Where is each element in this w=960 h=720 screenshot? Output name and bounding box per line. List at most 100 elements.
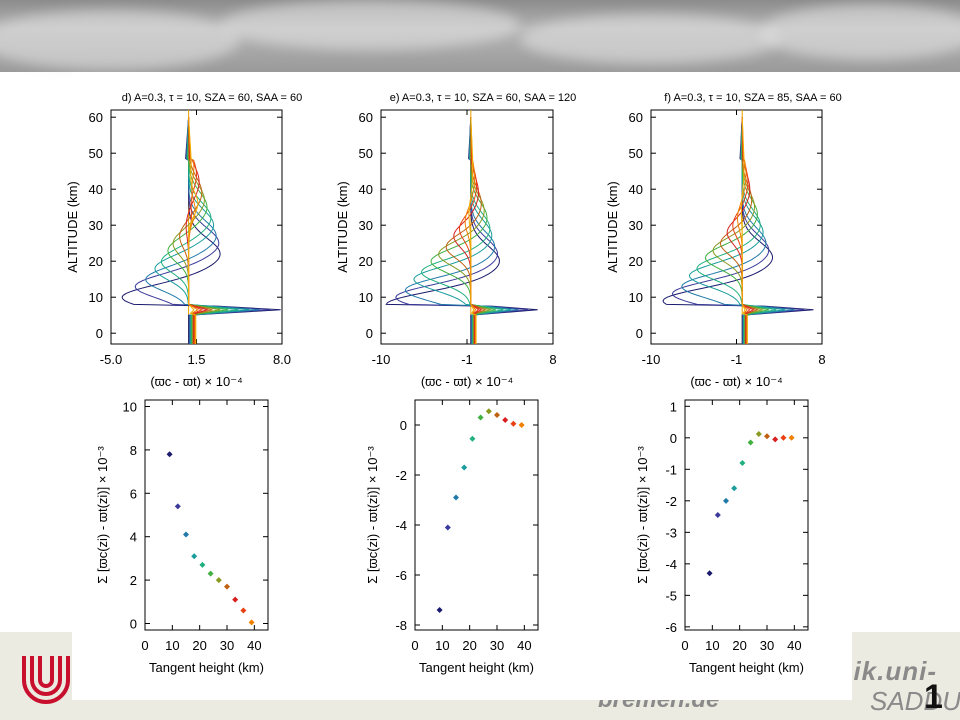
- profile-chart-2-ylabel: ALTITUDE (km): [335, 181, 350, 272]
- scatter-chart-2-point: [510, 420, 517, 427]
- profile-chart-2-title: e) A=0.3, τ = 10, SZA = 60, SAA = 120: [390, 92, 577, 104]
- scatter-chart-2-xtick-label: 30: [490, 638, 504, 653]
- profile-chart-1-ylabel: ALTITUDE (km): [65, 181, 80, 272]
- profile-chart-2-ytick-label: 40: [359, 182, 373, 197]
- cloud-decoration: [0, 10, 240, 70]
- scatter-chart-3-ytick-label: -3: [665, 525, 677, 540]
- scatter-chart-2-point: [461, 464, 468, 471]
- scatter-chart-3-xtick-label: 20: [732, 638, 746, 653]
- scatter-chart-3-frame: [684, 399, 809, 631]
- profile-chart-3-ytick-label: 20: [629, 254, 643, 269]
- page-number: 1: [924, 678, 943, 716]
- profile-chart-3-xtick-label: 8: [818, 352, 825, 367]
- profile-chart-1-series-line: [134, 117, 271, 344]
- footer-sadd-text: SADDU: [870, 686, 960, 716]
- profile-chart-1-ytick-label: 60: [89, 110, 103, 125]
- scatter-chart-3-ytick-label: -2: [665, 494, 677, 509]
- profile-chart-3-xtick-label: -10: [642, 352, 661, 367]
- profile-chart-3-series-line: [696, 117, 777, 344]
- profile-chart-3-series-line: [740, 117, 748, 344]
- scatter-chart-2-point: [502, 417, 509, 423]
- scatter-chart-1-point: [199, 561, 206, 568]
- scatter-chart-2-ytick-label: -4: [395, 518, 407, 533]
- scatter-chart-1-ytick-label: 8: [130, 443, 137, 458]
- scatter-chart-3-xtick-label: 40: [787, 638, 801, 653]
- scatter-chart-3-xtick-label: 10: [705, 638, 719, 653]
- scatter-chart-2-frame: [414, 399, 539, 631]
- scatter-chart-3-ytick-label: 0: [670, 431, 677, 446]
- scatter-chart-1-ylabel: Σ [ϖc(zi) - ϖt(zi)] × 10⁻³: [95, 446, 110, 584]
- profile-chart-3-ytick-label: 40: [629, 182, 643, 197]
- scatter-chart-3-point: [723, 497, 729, 504]
- profile-chart-2-xtick-label: -1: [461, 352, 473, 367]
- scatter-chart-2-point: [494, 412, 500, 418]
- scatter-chart-2-xlabel: Tangent height (km): [419, 660, 534, 675]
- scatter-chart-3-point: [788, 434, 795, 441]
- profile-chart-2-ytick-label: 10: [359, 290, 373, 305]
- profile-chart-3-ytick-label: 60: [629, 110, 643, 125]
- scatter-chart-1-point: [232, 596, 239, 603]
- scatter-chart-3-ytick-label: 1: [670, 399, 677, 414]
- profile-chart-3-ylabel: ALTITUDE (km): [605, 181, 620, 272]
- scatter-chart-1-point: [215, 577, 222, 584]
- profile-chart-3-series-line: [712, 117, 765, 344]
- scatter-chart-3-point: [772, 436, 779, 443]
- profile-chart-2-ytick-label: 0: [366, 326, 373, 341]
- scatter-chart-2-point: [485, 408, 492, 415]
- scatter-chart-1-xtick-label: 10: [165, 638, 179, 653]
- scatter-chart-3-xtick-label: 0: [681, 638, 688, 653]
- scatter-chart-2-xtick-label: 40: [517, 638, 531, 653]
- scatter-chart-1-point: [166, 451, 173, 458]
- scatter-chart-3-xlabel: Tangent height (km): [689, 660, 804, 675]
- profile-chart-2-xlabel: (ϖc - ϖt) × 10⁻⁴: [421, 374, 513, 389]
- scatter-chart-1-ytick-label: 6: [130, 486, 137, 501]
- scatter-chart-1-xtick-label: 0: [141, 638, 148, 653]
- profile-chart-2-ytick-label: 50: [359, 146, 373, 161]
- profile-chart-3-xlabel: (ϖc - ϖt) × 10⁻⁴: [690, 374, 782, 389]
- scatter-chart-3-ytick-label: -1: [665, 462, 677, 477]
- scatter-chart-3-point: [706, 570, 713, 577]
- profile-chart-3-ytick-label: 10: [629, 290, 643, 305]
- scatter-chart-1-xtick-label: 40: [247, 638, 261, 653]
- profile-chart-2-ytick-label: 30: [359, 218, 373, 233]
- profile-chart-1-ytick-label: 40: [89, 182, 103, 197]
- scatter-chart-3-point: [739, 460, 746, 467]
- scatter-chart-1-ytick-label: 2: [130, 573, 137, 588]
- profile-chart-3-xtick-label: -1: [731, 352, 743, 367]
- profile-chart-2-series-line: [453, 117, 483, 344]
- scatter-chart-2-point: [436, 607, 443, 613]
- profile-chart-1-xtick-label: 1.5: [187, 352, 205, 367]
- scatter-chart-1-point: [224, 583, 230, 590]
- profile-chart-1-xlabel: (ϖc - ϖt) × 10⁻⁴: [150, 374, 242, 389]
- scatter-chart-3-point: [731, 485, 738, 492]
- scatter-chart-3-ytick-label: -5: [665, 588, 677, 603]
- scatter-chart-1-frame: [144, 399, 269, 631]
- scatter-chart-3-xtick-label: 30: [760, 638, 774, 653]
- scatter-chart-2-point: [518, 422, 525, 428]
- scatter-chart-2-ytick-label: -2: [395, 468, 407, 483]
- cloud-decoration: [220, 0, 520, 50]
- scatter-chart-2-ytick-label: -8: [395, 618, 407, 633]
- scatter-chart-1-ytick-label: 4: [130, 530, 137, 545]
- figure-panel: [72, 72, 852, 700]
- scatter-chart-3-ytick-label: -4: [665, 557, 677, 572]
- scatter-chart-1-point: [183, 531, 189, 538]
- profile-chart-3-series-line: [681, 117, 795, 344]
- scatter-chart-2-point: [453, 494, 459, 501]
- profile-chart-2-series-line: [468, 117, 477, 344]
- profile-chart-1-xtick-label: -5.0: [100, 352, 122, 367]
- scatter-chart-1-point: [240, 607, 247, 614]
- profile-chart-2-series-line: [413, 117, 512, 344]
- scatter-chart-2-xtick-label: 10: [435, 638, 449, 653]
- scatter-chart-3-point: [755, 431, 762, 438]
- scatter-chart-2-ytick-label: 0: [400, 418, 407, 433]
- profile-chart-1-title: d) A=0.3, τ = 10, SZA = 60, SAA = 60: [122, 92, 302, 104]
- profile-chart-2-xtick-label: 8: [549, 352, 556, 367]
- profile-chart-3-ytick-label: 50: [629, 146, 643, 161]
- profile-chart-3-ytick-label: 30: [629, 218, 643, 233]
- scatter-chart-1-ytick-label: 0: [130, 616, 137, 631]
- university-logo-icon: [22, 656, 70, 704]
- profile-chart-1-ytick-label: 10: [89, 290, 103, 305]
- scatter-chart-2-xtick-label: 0: [411, 638, 418, 653]
